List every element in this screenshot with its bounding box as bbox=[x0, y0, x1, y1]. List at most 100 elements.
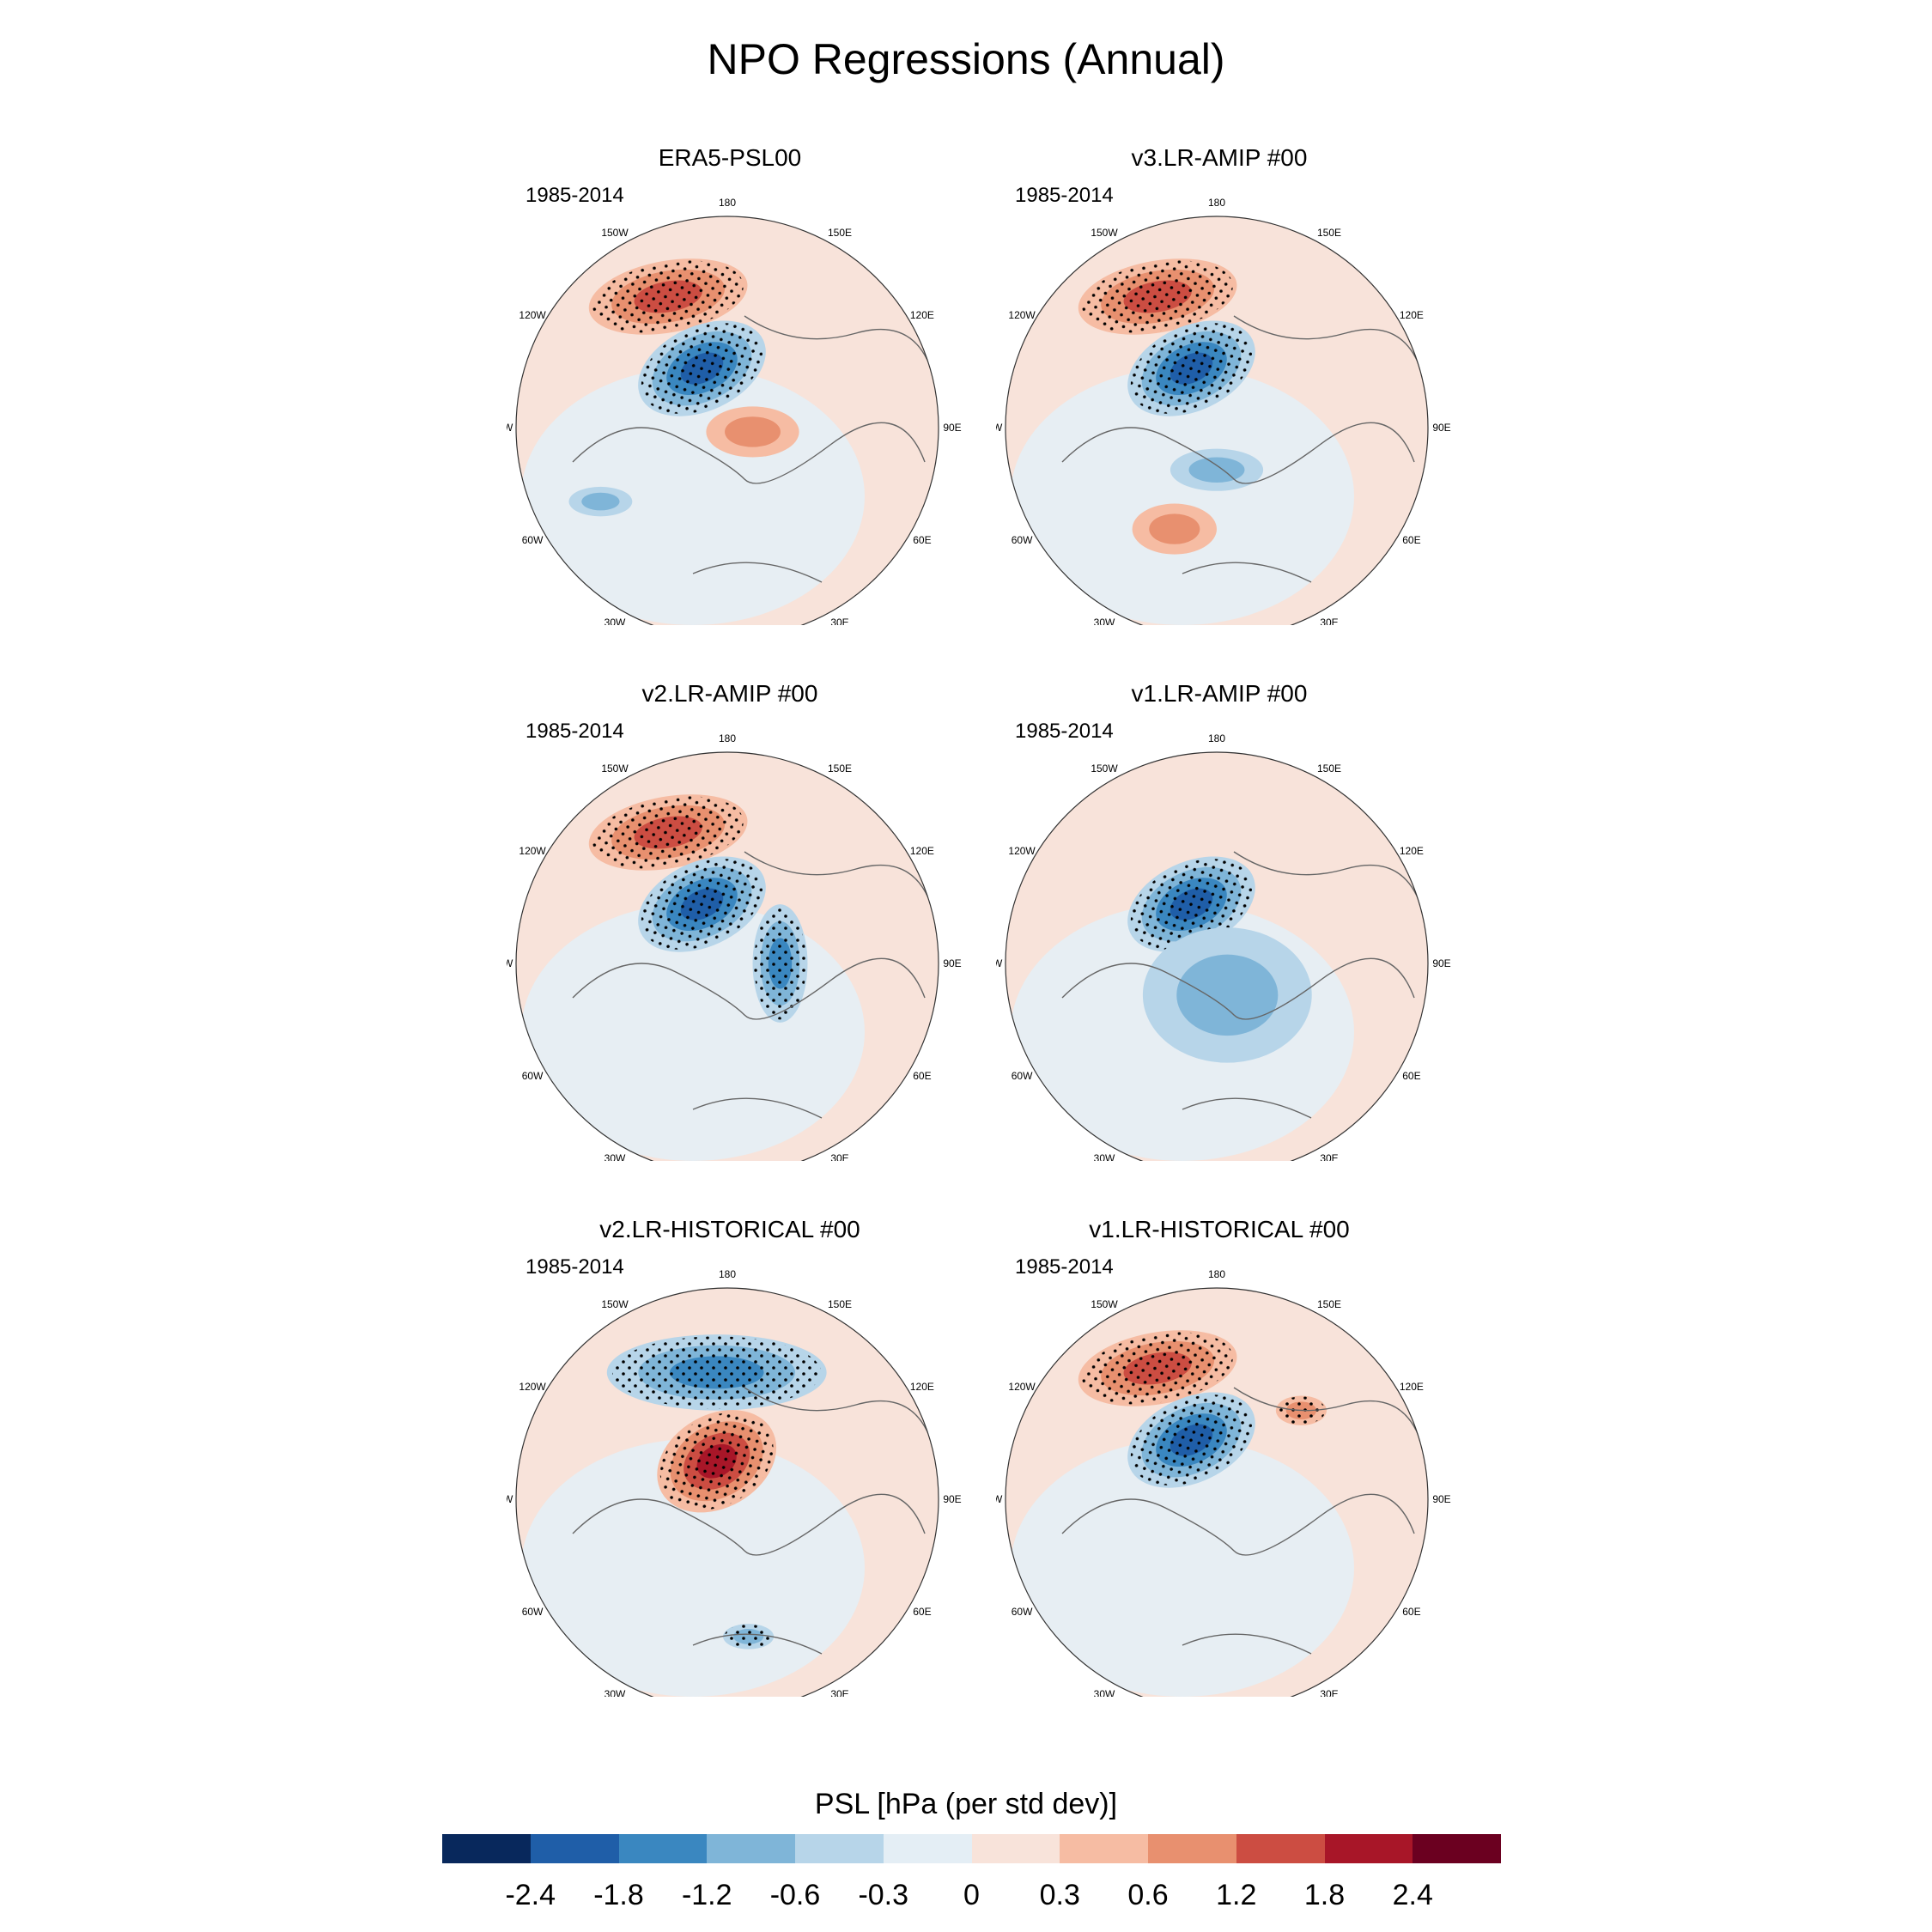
colorbar-segment bbox=[883, 1834, 972, 1863]
colorbar-segment bbox=[442, 1834, 531, 1863]
longitude-label: 180 bbox=[719, 197, 736, 209]
longitude-label: 120E bbox=[1400, 1381, 1424, 1393]
map-boundary bbox=[515, 216, 939, 625]
longitude-label: 90W bbox=[996, 1493, 1003, 1505]
map-panel: v3.LR-AMIP #00 1985-2014 180 150E 120E 90E 60E… bbox=[996, 144, 1511, 625]
north-pacific-high-stipple bbox=[1082, 1332, 1233, 1405]
north-pacific-high-stipple bbox=[592, 796, 744, 869]
longitude-label: 60W bbox=[1012, 1606, 1033, 1618]
colorbar-segment bbox=[1413, 1834, 1501, 1863]
longitude-label: 60W bbox=[522, 1070, 544, 1082]
longitude-label: 150W bbox=[601, 1298, 629, 1310]
polar-map: 180150E120E90E60E30E030W60W90W120W150W bbox=[507, 197, 962, 625]
longitude-label: 60W bbox=[1012, 534, 1033, 546]
longitude-label: 150E bbox=[828, 762, 852, 775]
panel-title: v1.LR-HISTORICAL #00 bbox=[1089, 1216, 1350, 1242]
longitude-label: 60E bbox=[1402, 1606, 1420, 1618]
colorbar-segment bbox=[618, 1834, 708, 1863]
longitude-label: 120W bbox=[519, 1381, 546, 1393]
colorbar-segment bbox=[1148, 1834, 1236, 1863]
north-pacific-low-stipple bbox=[612, 1336, 822, 1409]
colorbar-tick-label: -2.4 bbox=[505, 1879, 556, 1911]
map-panel: v2.LR-HISTORICAL #00 1985-2014 180 150E 120E… bbox=[507, 1216, 1022, 1697]
polar-map: 180150E120E90E60E30E030W60W90W120W150W bbox=[996, 197, 1451, 625]
alaska-high-stipple bbox=[659, 1413, 774, 1510]
coastline bbox=[1061, 1493, 1415, 1556]
longitude-label: 30W bbox=[1094, 1688, 1115, 1697]
aleutian-low-stipple bbox=[1130, 1394, 1253, 1485]
coastline bbox=[572, 957, 926, 1020]
longitude-label: 60E bbox=[913, 1070, 931, 1082]
longitude-label: 150W bbox=[1091, 1298, 1118, 1310]
colorbar-tick-label: 1.2 bbox=[1216, 1879, 1257, 1911]
map-boundary bbox=[515, 1287, 939, 1697]
polar-map: 180150E120E90E60E30E030W60W90W120W150W bbox=[996, 732, 1451, 1161]
weak-negative-region bbox=[521, 1439, 865, 1697]
map-panel: v1.LR-HISTORICAL #00 1985-2014 180 150E 120E… bbox=[996, 1216, 1511, 1697]
longitude-label: 90W bbox=[996, 957, 1003, 969]
longitude-label: 90E bbox=[943, 1493, 961, 1505]
longitude-label: 150W bbox=[601, 227, 629, 239]
colorbar-tick-label: 1.8 bbox=[1303, 1879, 1346, 1911]
longitude-label: 150E bbox=[1317, 1298, 1341, 1310]
coastline bbox=[1182, 315, 1424, 583]
longitude-label: 60E bbox=[913, 534, 931, 546]
longitude-label: 150W bbox=[1091, 227, 1118, 239]
colorbar-tick-label: -0.3 bbox=[858, 1879, 909, 1911]
panel-period: 1985-2014 bbox=[1015, 1255, 1114, 1279]
panel-title: v2.LR-HISTORICAL #00 bbox=[599, 1216, 860, 1242]
longitude-label: 120E bbox=[1400, 845, 1424, 857]
figure-title: NPO Regressions (Annual) bbox=[707, 35, 1225, 83]
longitude-label: 90W bbox=[507, 957, 513, 969]
colorbar-tick-label: 0.3 bbox=[1039, 1879, 1080, 1911]
siberian-low-stipple bbox=[754, 907, 806, 1020]
longitude-label: 90W bbox=[996, 422, 1003, 434]
polar-map: 180150E120E90E60E30E030W60W90W120W150W bbox=[507, 732, 962, 1161]
longitude-label: 180 bbox=[719, 732, 736, 744]
longitude-label: 150E bbox=[1317, 762, 1341, 775]
north-atlantic-low-contour bbox=[581, 492, 620, 511]
map-boundary bbox=[515, 751, 939, 1161]
longitude-label: 30E bbox=[830, 617, 848, 625]
coastline bbox=[572, 422, 926, 484]
aleutian-low-stipple bbox=[1130, 859, 1253, 950]
longitude-label: 180 bbox=[1208, 732, 1225, 744]
polar-map: 180150E120E90E60E30E030W60W90W120W150W bbox=[507, 1268, 962, 1697]
panel-period: 1985-2014 bbox=[526, 720, 624, 743]
coastline bbox=[1061, 957, 1415, 1020]
longitude-label: 60W bbox=[522, 1606, 544, 1618]
colorbar-segment bbox=[971, 1834, 1060, 1863]
arctic-low-contour bbox=[1188, 457, 1245, 483]
panel-period: 1985-2014 bbox=[1015, 184, 1114, 207]
longitude-label: 120E bbox=[910, 1381, 934, 1393]
longitude-label: 150E bbox=[828, 1298, 852, 1310]
longitude-label: 30W bbox=[605, 1152, 626, 1161]
map-panel: ERA5-PSL001985-2014180150E120E90E60E30E0… bbox=[507, 144, 1022, 625]
panel-period: 1985-2014 bbox=[526, 1255, 624, 1279]
weak-negative-region bbox=[1011, 368, 1354, 625]
panel-title: v3.LR-AMIP #00 bbox=[1131, 144, 1308, 171]
longitude-label: 150E bbox=[1317, 227, 1341, 239]
longitude-label: 30E bbox=[830, 1688, 848, 1697]
colorbar-segment bbox=[530, 1834, 619, 1863]
map-boundary bbox=[1005, 1287, 1429, 1697]
panel-title: ERA5-PSL00 bbox=[658, 144, 802, 171]
colorbar-segment bbox=[795, 1834, 884, 1863]
aleutian-low-stipple bbox=[1130, 323, 1253, 414]
longitude-label: 30W bbox=[605, 617, 626, 625]
polar-map: 180150E120E90E60E30E030W60W90W120W150W bbox=[996, 1268, 1451, 1697]
longitude-label: 30E bbox=[1320, 617, 1338, 625]
longitude-label: 180 bbox=[719, 1268, 736, 1280]
longitude-label: 90W bbox=[507, 1493, 513, 1505]
panel-period: 1985-2014 bbox=[526, 184, 624, 207]
colorbar-segment bbox=[707, 1834, 795, 1863]
aleutian-low-stipple bbox=[641, 859, 763, 950]
arctic-ring-low-contour bbox=[1176, 954, 1279, 1036]
longitude-label: 150E bbox=[828, 227, 852, 239]
colorbar-segment bbox=[1236, 1834, 1325, 1863]
panel-title: v1.LR-AMIP #00 bbox=[1131, 680, 1308, 707]
colorbar-segment bbox=[1324, 1834, 1413, 1863]
longitude-label: 120W bbox=[1008, 845, 1036, 857]
north-pacific-high-stipple bbox=[1082, 260, 1233, 333]
colorbar-tick-label: -1.2 bbox=[681, 1879, 732, 1911]
